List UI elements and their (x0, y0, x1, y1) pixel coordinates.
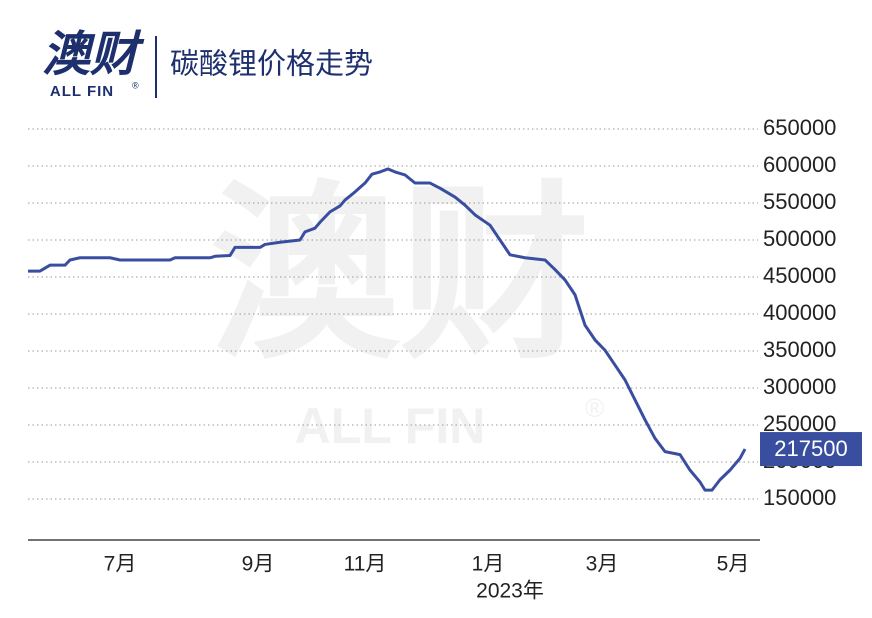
y-tick-label: 350000 (763, 337, 836, 362)
last-value-label: 217500 (774, 436, 847, 461)
year-label: 2023年 (476, 580, 544, 603)
x-tick-label: 9月 (242, 553, 275, 576)
y-tick-label: 150000 (763, 485, 836, 510)
watermark-brand: 澳财 (210, 169, 590, 381)
y-tick-label: 500000 (763, 226, 836, 251)
x-tick-label: 1月 (472, 553, 505, 576)
x-tick-label: 11月 (344, 553, 387, 576)
y-tick-label: 250000 (763, 411, 836, 436)
chart-title: 碳酸锂价格走势 (170, 48, 373, 81)
price-line (28, 167, 747, 492)
y-tick-label: 650000 (763, 115, 836, 140)
last-value-box (760, 432, 862, 467)
y-tick-label: 300000 (763, 374, 836, 399)
y-tick-label: 400000 (763, 300, 836, 325)
watermark-brand-en: ALL FIN (295, 398, 486, 454)
x-tick-label: 3月 (586, 553, 619, 576)
x-tick-label: 5月 (717, 553, 750, 576)
y-tick-label: 600000 (763, 152, 836, 177)
watermark-mark: ® (585, 393, 604, 423)
y-tick-label: 550000 (763, 189, 836, 214)
y-tick-label: 450000 (763, 263, 836, 288)
logo-brand: 澳财 (42, 29, 145, 82)
x-tick-label: 7月 (104, 553, 137, 576)
logo-brand-en: ALL FIN (50, 83, 114, 100)
logo-mark: ® (132, 80, 139, 90)
